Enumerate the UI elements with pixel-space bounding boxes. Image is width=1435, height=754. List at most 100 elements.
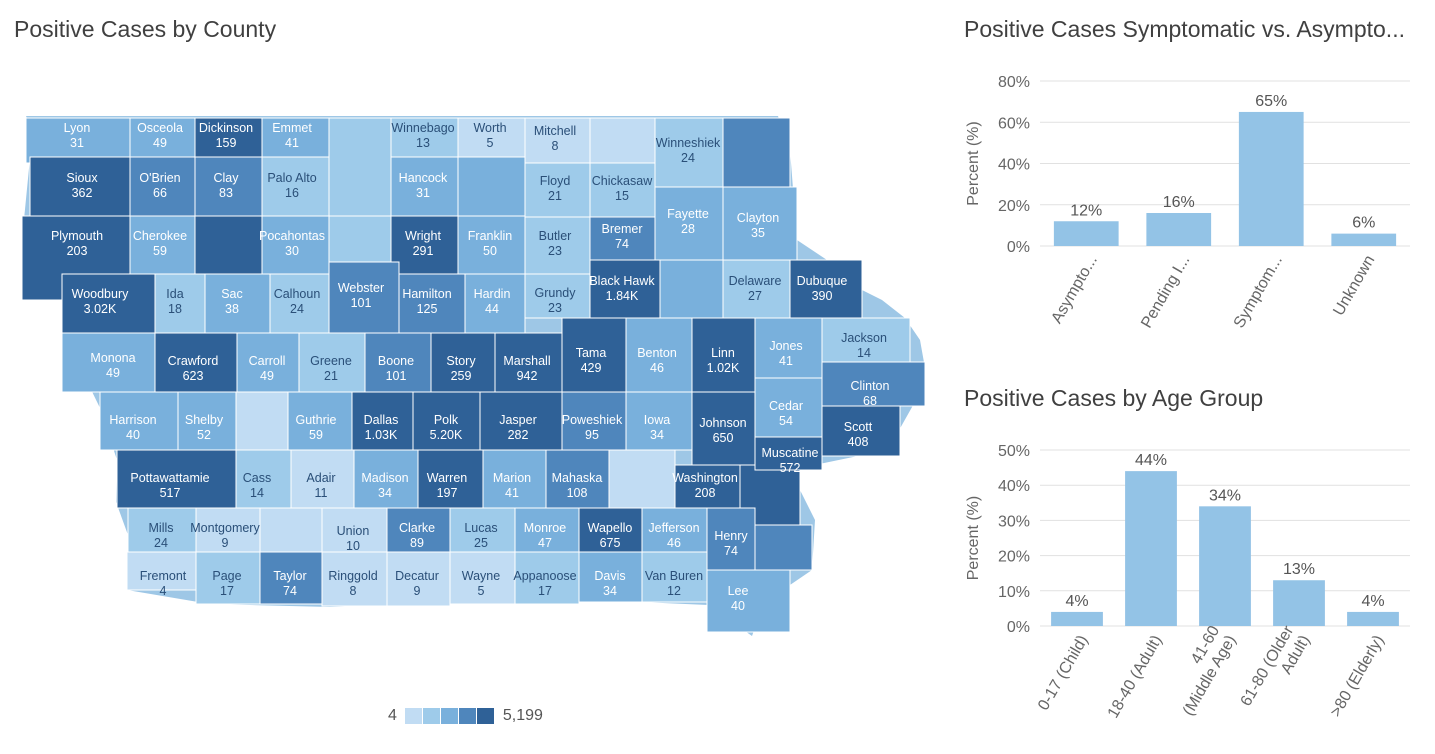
county-unlabeled-1[interactable] [328,117,392,217]
county-unlabeled-4[interactable] [328,215,392,263]
county-boone-shape[interactable] [364,332,432,393]
county-cass-shape[interactable] [235,449,292,509]
county-washington-shape[interactable] [674,464,741,509]
county-warren-shape[interactable] [417,449,484,509]
x-category-label: Symptom... [1231,253,1286,332]
county-o-brien-shape[interactable] [129,156,196,217]
county-grundy-shape[interactable] [524,273,591,319]
county-marshall-shape[interactable] [494,332,563,393]
county-davis-shape[interactable] [578,551,643,603]
county-guthrie-shape[interactable] [287,391,353,451]
county-muscatine-shape[interactable] [754,436,823,471]
county-delaware-shape[interactable] [722,259,791,319]
county-cherokee-shape[interactable] [129,215,196,275]
county-linn-value: 1.02K [707,361,740,375]
county-ida-value: 18 [168,302,182,316]
county-polk-shape[interactable] [412,391,481,451]
county-story-shape[interactable] [430,332,496,393]
county-unlabeled-5[interactable] [194,215,263,275]
county-webster-shape[interactable] [328,261,400,334]
county-pocahontas-shape[interactable] [261,215,330,275]
county-unlabeled-9[interactable] [608,449,676,509]
county-dallas-shape[interactable] [351,391,414,451]
county-unlabeled-7[interactable] [457,156,526,217]
county-unlabeled-11[interactable] [754,524,813,571]
county-johnson-shape[interactable] [691,391,756,466]
county-bremer-shape[interactable] [589,216,656,261]
legend-swatch-3 [440,708,458,724]
county-hancock-shape[interactable] [390,156,459,217]
county-sac-shape[interactable] [204,273,271,334]
county-taylor-shape[interactable] [259,551,323,605]
county-woodbury-shape[interactable] [61,273,156,334]
county-scott-shape[interactable] [821,405,901,457]
county-page-shape[interactable] [195,551,261,605]
county-linn-shape[interactable] [691,317,756,393]
county-clayton-shape[interactable] [722,186,798,261]
county-lucas-shape[interactable] [449,507,516,553]
county-tama-shape[interactable] [561,317,627,393]
county-calhoun-shape[interactable] [269,273,334,334]
county-hardin-shape[interactable] [464,273,526,334]
county-carroll-shape[interactable] [236,332,300,393]
county-fayette-shape[interactable] [654,186,724,261]
county-henry-shape[interactable] [706,507,756,571]
county-adair-shape[interactable] [290,449,355,509]
county-chickasaw-shape[interactable] [589,162,656,218]
county-unlabeled-2[interactable] [589,117,656,164]
bar-symptom[interactable] [1238,111,1304,246]
county-ringgold-shape[interactable] [321,551,388,607]
county-marion-shape[interactable] [482,449,547,509]
county-butler-shape[interactable] [524,216,591,275]
county-worth-shape[interactable] [457,117,526,158]
bar-0-17-child[interactable] [1051,611,1103,626]
county-winneshiek-shape[interactable] [654,117,724,188]
county-ida-name: Ida [166,287,183,301]
county-dickinson-name: Dickinson [199,121,253,135]
county-iowa-shape[interactable] [625,391,693,451]
county-lucas-name: Lucas [464,521,497,535]
county-osceola-value: 49 [153,136,167,150]
county-palo-alto-shape[interactable] [261,156,330,217]
county-lee-shape[interactable] [706,569,791,633]
bar-18-40-adult[interactable] [1125,471,1177,626]
bar-pending-i[interactable] [1146,213,1212,246]
county-floyd-shape[interactable] [524,162,591,218]
county-mitchell-shape[interactable] [524,117,591,164]
county-tama-value: 429 [581,361,602,375]
county-unlabeled-6[interactable] [654,259,724,319]
county-cedar-shape[interactable] [754,377,823,438]
county-jasper-shape[interactable] [479,391,563,451]
county-madison-name: Madison [361,471,408,485]
bar-61-80-older-adult[interactable] [1273,580,1325,626]
county-jefferson-shape[interactable] [641,507,708,553]
county-unlabeled-3[interactable] [722,117,791,188]
county-pottawattamie-shape[interactable] [116,449,237,509]
county-wright-shape[interactable] [390,215,459,275]
county-franklin-shape[interactable] [457,215,526,275]
county-ringgold-name: Ringgold [328,569,377,583]
y-tick-label: 0% [1007,239,1030,256]
county-hancock-name: Hancock [399,171,448,185]
county-van-buren-shape[interactable] [641,551,708,603]
county-hamilton-shape[interactable] [398,273,466,334]
county-black-hawk-shape[interactable] [589,259,661,319]
county-mahaska-shape[interactable] [545,449,610,509]
county-story-value: 259 [451,369,472,383]
bar-unknown[interactable] [1331,233,1397,246]
county-clay-shape[interactable] [194,156,263,217]
county-sioux-shape[interactable] [29,156,131,217]
bar-41-60-middle-age[interactable] [1199,506,1251,626]
county-dubuque-shape[interactable] [789,259,863,319]
county-appanoose-shape[interactable] [514,551,580,605]
county-fremont-shape[interactable] [126,551,197,591]
county-shelby-shape[interactable] [177,391,237,451]
county-mills-shape[interactable] [127,507,197,553]
county-madison-shape[interactable] [353,449,419,509]
bar-asympto[interactable] [1053,221,1119,246]
county-unlabeled-12[interactable] [259,507,323,553]
county-wayne-name: Wayne [462,569,500,583]
county-unlabeled-8[interactable] [235,391,289,451]
county-montgomery-shape[interactable] [195,507,261,553]
bar-80-elderly[interactable] [1347,611,1399,626]
